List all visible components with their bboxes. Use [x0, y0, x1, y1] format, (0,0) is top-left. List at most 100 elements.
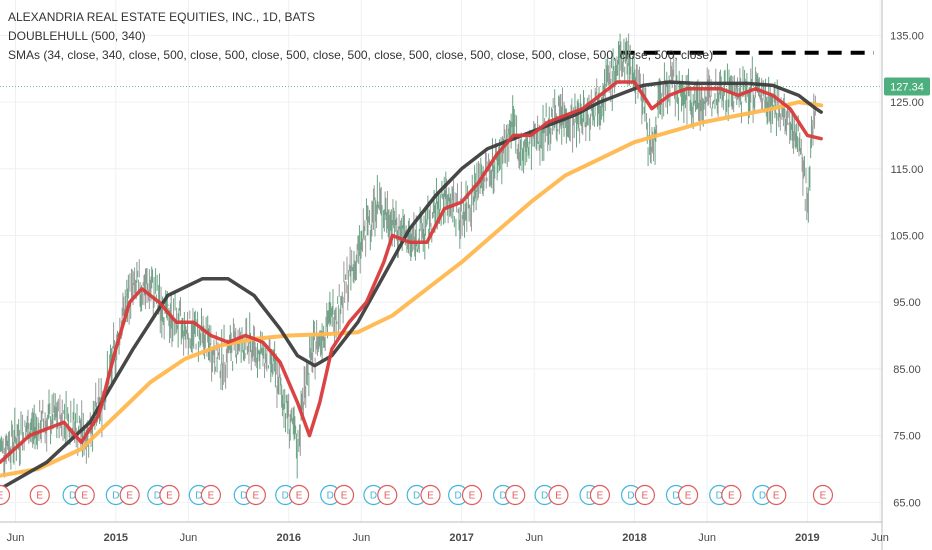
event-label: D [759, 491, 766, 502]
event-label: D [69, 491, 76, 502]
event-label: E [555, 491, 562, 502]
event-circle [420, 484, 441, 506]
event-circle [812, 484, 834, 506]
earnings-marker[interactable]: E [29, 484, 50, 506]
earnings-marker[interactable]: E [377, 484, 398, 506]
moving-averages-group [0, 80, 824, 491]
event-label: E [208, 491, 215, 502]
earnings-marker[interactable]: E [420, 484, 441, 506]
event-label: E [469, 491, 476, 502]
event-label: D [413, 491, 420, 502]
earnings-marker[interactable]: E [333, 484, 355, 506]
x-tick-label: Jun [180, 532, 198, 544]
event-label: D [627, 491, 634, 502]
earnings-marker[interactable]: E [548, 484, 569, 506]
event-label: D [716, 491, 723, 502]
price-bars-group [0, 33, 816, 479]
time-axis: Jun 2015 Jun 2016 Jun 2017 Jun 2018 Jun 2019 Jun [7, 532, 889, 544]
last-price-value: 127.34 [890, 81, 924, 93]
event-circle [29, 484, 50, 506]
y-tick-label: 95.00 [893, 297, 921, 309]
event-label: E [427, 491, 434, 502]
event-circle [119, 484, 140, 506]
event-label: E [512, 491, 519, 502]
earnings-marker[interactable]: E [634, 484, 655, 506]
dividend-marker[interactable]: D [752, 484, 773, 506]
earnings-marker[interactable]: E [0, 484, 11, 506]
event-label: E [384, 491, 391, 502]
event-circle [377, 484, 398, 506]
event-circle [159, 484, 180, 506]
event-label: E [341, 491, 348, 502]
event-circle [288, 484, 310, 506]
earnings-marker[interactable]: E [159, 484, 180, 506]
x-tick-label: Jun [525, 532, 543, 544]
earnings-marker[interactable]: E [288, 484, 310, 506]
event-circle [548, 484, 569, 506]
x-tick-label: Jun [7, 532, 25, 544]
event-label: D [586, 491, 593, 502]
event-circle [333, 484, 355, 506]
event-circle [766, 484, 787, 506]
x-tick-label: 2016 [276, 532, 300, 544]
event-circle [721, 484, 742, 506]
event-label: E [685, 491, 692, 502]
earnings-marker[interactable]: E [766, 484, 787, 506]
event-label: E [728, 491, 735, 502]
x-tick-label: 2015 [104, 532, 128, 544]
event-circle [505, 484, 526, 506]
indicator-smas: SMAs (34, close, 340, close, 500, close,… [8, 48, 714, 62]
y-tick-label: 115.00 [891, 164, 924, 176]
event-circle [461, 484, 483, 506]
event-circle [634, 484, 655, 506]
earnings-marker[interactable]: E [677, 484, 699, 506]
event-label: D [370, 491, 377, 502]
x-tick-label: Jun [352, 532, 370, 544]
symbol-title: ALEXANDRIA REAL ESTATE EQUITIES, INC., 1… [8, 10, 315, 24]
price-axis: 65.00 75.00 85.00 95.00 105.00 115.00 125.00 13… [884, 30, 930, 509]
event-label: E [253, 491, 260, 502]
event-label: E [820, 491, 827, 502]
last-price-tag [884, 77, 930, 96]
event-label: E [36, 491, 43, 502]
event-label: E [597, 491, 604, 502]
x-tick-label: Jun [698, 532, 716, 544]
earnings-marker[interactable]: E [74, 484, 95, 506]
earnings-marker[interactable]: E [721, 484, 742, 506]
event-label: D [327, 491, 334, 502]
dividend-marker[interactable]: D [320, 484, 341, 506]
series-line-sma-500 [0, 100, 824, 478]
y-tick-label: 75.00 [893, 431, 921, 443]
event-circle [74, 484, 95, 506]
event-label: D [154, 491, 161, 502]
indicator-doublehull: DOUBLEHULL (500, 340) [8, 29, 146, 43]
series-line-sma-340 [0, 80, 823, 491]
event-label: D [499, 491, 506, 502]
earnings-marker[interactable]: E [245, 484, 266, 506]
earnings-marker[interactable]: E [119, 484, 140, 506]
series-line-sma-34 [0, 80, 823, 465]
event-circle [677, 484, 699, 506]
event-label: D [240, 491, 247, 502]
y-tick-label: 85.00 [893, 364, 921, 376]
event-circle [245, 484, 266, 506]
event-label: D [282, 491, 289, 502]
earnings-marker[interactable]: E [505, 484, 526, 506]
event-circle [200, 484, 222, 506]
event-label: D [541, 491, 548, 502]
x-tick-label: Jun [871, 532, 889, 544]
event-label: D [195, 491, 202, 502]
earnings-marker[interactable]: E [461, 484, 483, 506]
x-tick-label: 2017 [449, 532, 473, 544]
x-tick-label: 2018 [622, 532, 646, 544]
event-label: E [773, 491, 780, 502]
earnings-marker[interactable]: E [812, 484, 834, 506]
earnings-marker[interactable]: E [589, 484, 611, 506]
earnings-marker[interactable]: E [200, 484, 222, 506]
events-row: EEDEDEDEDEDEDEDEDEDEDEDEDEDEDEDEDEDEE [0, 484, 834, 506]
event-label: D [672, 491, 679, 502]
event-circle [0, 484, 11, 506]
event-label: E [296, 491, 303, 502]
event-label: E [81, 491, 88, 502]
